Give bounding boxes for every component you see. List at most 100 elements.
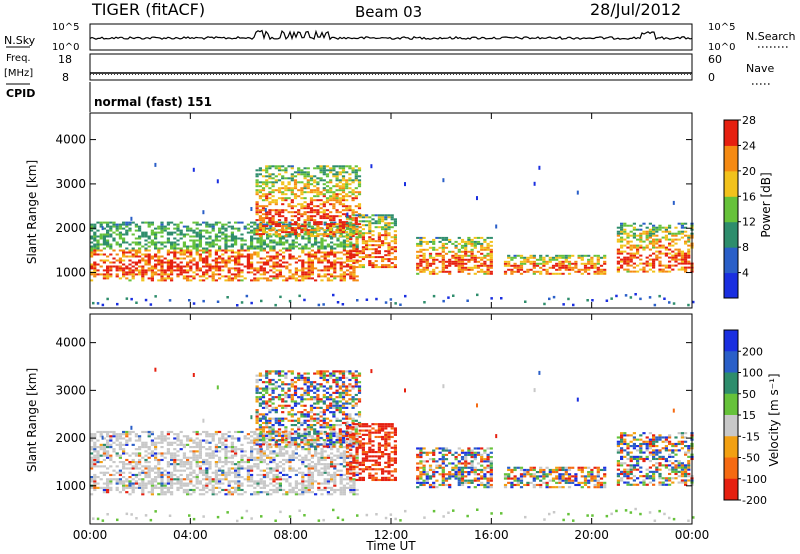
- power-cell: [684, 268, 688, 271]
- velocity-cell: [115, 439, 119, 442]
- velocity-cell: [314, 493, 318, 496]
- velocity-cell: [208, 467, 212, 470]
- velocity-cell: [182, 482, 186, 485]
- power-cell: [261, 225, 266, 228]
- power-cell: [349, 245, 353, 248]
- power-cell: [272, 267, 276, 270]
- power-cell: [160, 243, 164, 246]
- power-cell: [620, 240, 624, 243]
- power-cell: [620, 246, 624, 249]
- power-cell: [259, 237, 263, 240]
- power-cell: [551, 272, 556, 275]
- power-cell: [160, 261, 164, 264]
- power-cell: [214, 261, 218, 264]
- velocity-cell: [176, 463, 180, 466]
- velocity-cell: [293, 376, 298, 379]
- power-cell: [214, 223, 218, 226]
- power-cell: [192, 243, 196, 246]
- power-cell: [596, 262, 600, 265]
- power-cell: [623, 238, 627, 241]
- velocity-cell: [275, 439, 279, 442]
- power-cell: [275, 263, 279, 266]
- velocity-cell: [346, 476, 350, 479]
- power-cell: [330, 267, 334, 270]
- velocity-cell: [195, 476, 199, 479]
- velocity-cell: [297, 378, 301, 382]
- velocity-cell: [352, 478, 356, 481]
- power-cell: [335, 185, 339, 188]
- power-cell: [381, 226, 385, 229]
- power-cell: [291, 275, 295, 278]
- power-cell: [271, 185, 275, 188]
- power-cell: [419, 262, 423, 265]
- velocity-cell: [218, 480, 222, 483]
- velocity-cell: [170, 478, 174, 481]
- power-cell: [90, 237, 94, 240]
- power-cell: [281, 193, 285, 196]
- velocity-cell: [118, 478, 122, 481]
- power-cell: [480, 246, 484, 249]
- power-cell: [284, 229, 288, 232]
- power-cell: [338, 173, 342, 176]
- power-cell: [510, 258, 514, 261]
- velocity-cell: [230, 491, 234, 494]
- power-cell: [457, 264, 461, 267]
- power-cell: [354, 205, 358, 208]
- power-cell: [285, 277, 289, 280]
- velocity-cell: [285, 433, 289, 436]
- power-cell: [93, 233, 97, 236]
- power-cell: [281, 177, 285, 180]
- velocity-cell: [282, 430, 286, 434]
- power-cell: [274, 189, 278, 192]
- velocity-cell: [272, 473, 276, 477]
- velocity-cell: [186, 443, 190, 446]
- power-cell: [329, 215, 333, 218]
- power-cell: [186, 233, 190, 236]
- velocity-cell: [317, 456, 321, 459]
- power-cell: [214, 253, 218, 256]
- power-cell: [348, 207, 352, 210]
- velocity-cell: [307, 473, 311, 477]
- power-cell: [309, 211, 314, 214]
- power-cell: [599, 272, 604, 275]
- velocity-cell: [109, 473, 113, 477]
- power-cell: [122, 227, 126, 230]
- power-cell: [281, 229, 285, 232]
- power-cell: [265, 169, 269, 172]
- velocity-cell: [179, 461, 183, 464]
- power-cell: [486, 258, 490, 261]
- power-cell: [476, 236, 481, 239]
- power-cell: [281, 187, 285, 190]
- power-cell: [374, 248, 378, 251]
- power-cell: [603, 254, 607, 257]
- velocity-cell: [261, 441, 266, 444]
- power-cell: [313, 205, 317, 208]
- velocity-cell: [319, 436, 323, 440]
- power-cell: [303, 205, 307, 208]
- power-cell: [599, 256, 604, 259]
- power-cell: [326, 279, 330, 282]
- power-cell: [341, 169, 346, 172]
- velocity-cell: [218, 439, 222, 442]
- power-cell: [335, 229, 339, 232]
- power-cell: [441, 236, 445, 239]
- power-cell: [179, 273, 183, 276]
- power-cell: [322, 179, 326, 182]
- power-cell: [326, 251, 330, 254]
- power-cell: [576, 190, 579, 195]
- power-cell: [574, 260, 578, 263]
- power-cell: [144, 239, 148, 242]
- velocity-cell: [281, 381, 285, 384]
- power-cell: [368, 254, 372, 257]
- power-cell: [545, 272, 549, 275]
- power-cell: [332, 185, 336, 188]
- power-cell: [277, 235, 282, 238]
- power-cell: [341, 175, 346, 178]
- power-cell: [237, 257, 241, 260]
- velocity-cell: [90, 452, 94, 455]
- power-cell: [325, 213, 330, 216]
- power-cell: [580, 256, 584, 259]
- power-cell: [332, 219, 336, 222]
- power-cell: [277, 211, 282, 214]
- power-cell: [268, 209, 272, 212]
